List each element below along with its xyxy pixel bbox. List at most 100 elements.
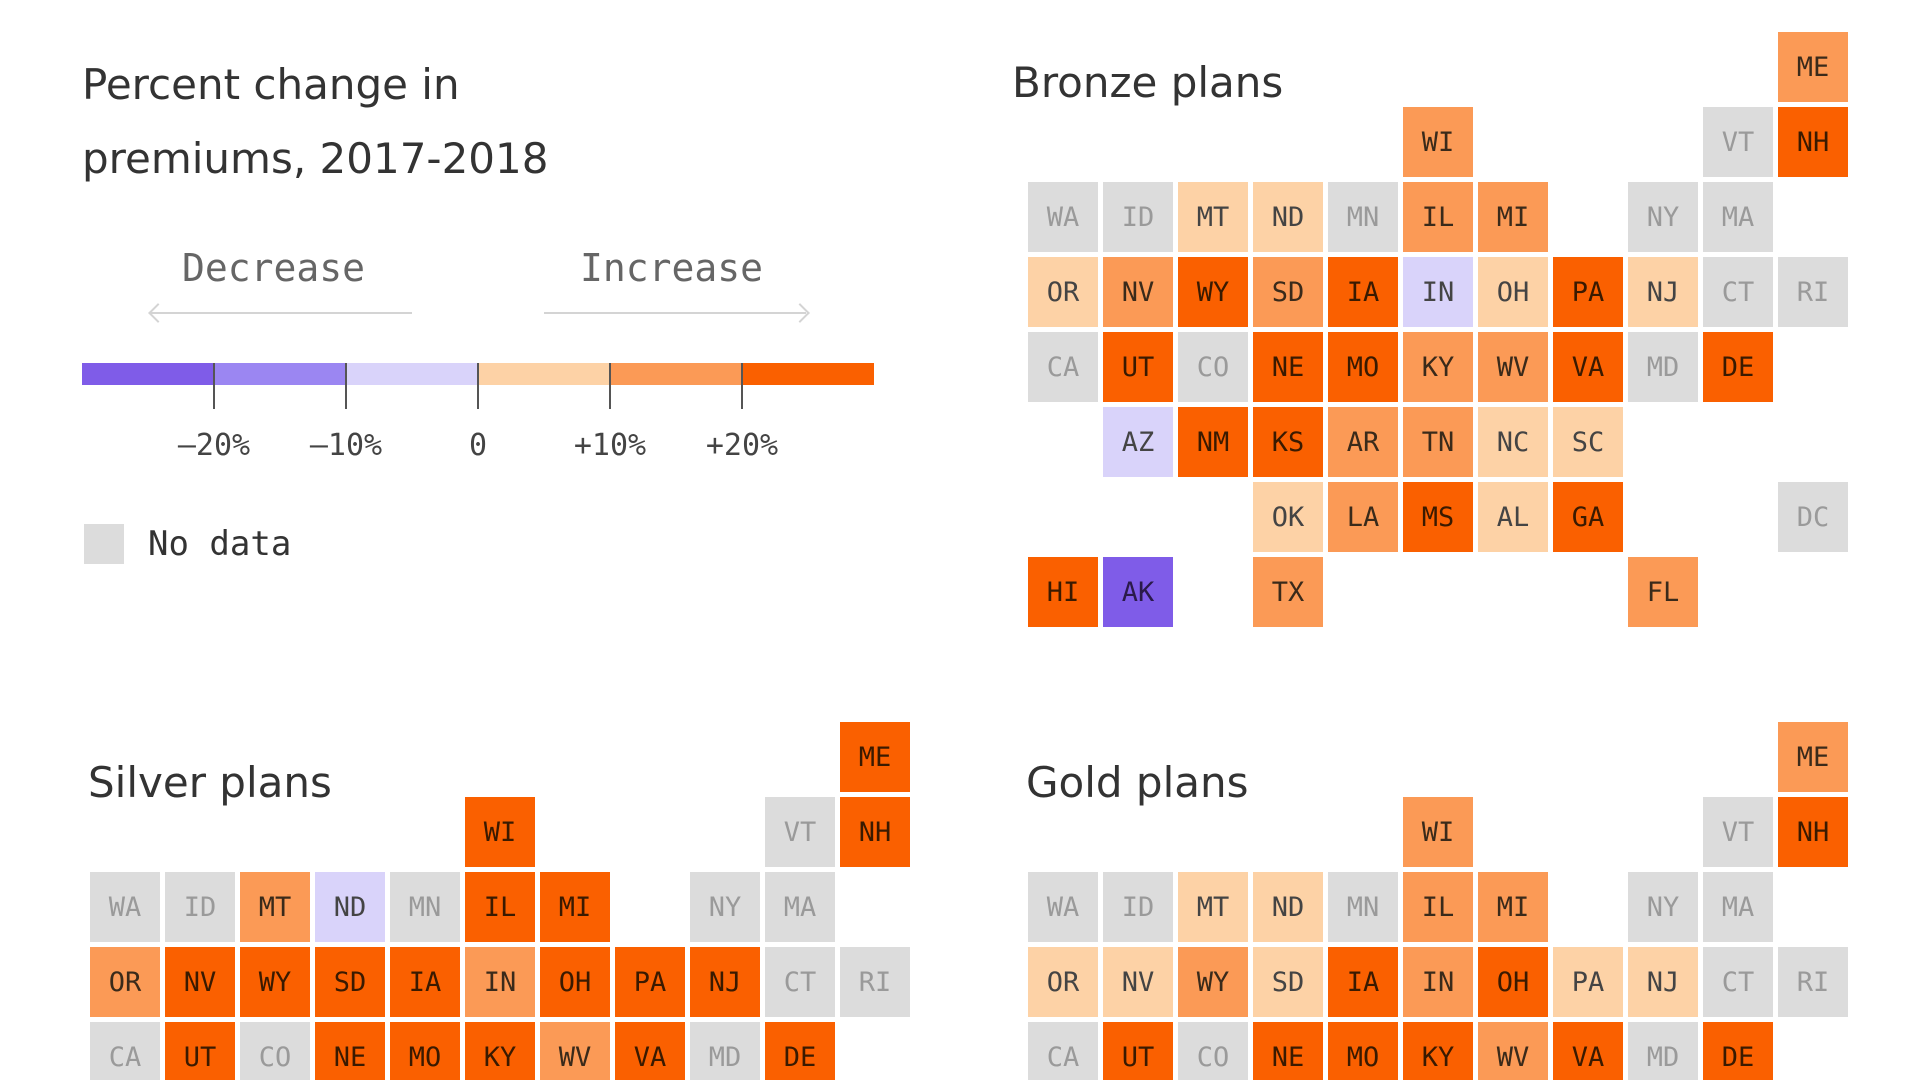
decrease-arrow-head-icon: [148, 303, 168, 323]
state-tile-in: IN: [1403, 947, 1473, 1017]
state-tile-me: ME: [1778, 32, 1848, 102]
bronze-plans-map: ME WI VT NH WA ID MT ND MN IL MI NY MA OR NV WY SD IA IN OH…: [1028, 32, 1848, 632]
state-tile-me: ME: [840, 722, 910, 792]
legend-increase-label: Increase: [580, 246, 764, 290]
state-tile-ok: OK: [1253, 482, 1323, 552]
state-tile-ma: MA: [765, 872, 835, 942]
gold-plans-map: ME WI VT NH WA ID MT ND MN IL MI NY MA OR NV WY SD IA IN OH…: [1028, 722, 1848, 1080]
no-data-swatch: [84, 524, 124, 564]
state-tile-ia: IA: [390, 947, 460, 1017]
legend-tick: [609, 363, 611, 409]
state-tile-wv: WV: [540, 1022, 610, 1080]
state-tile-ne: NE: [315, 1022, 385, 1080]
state-tile-nj: NJ: [1628, 257, 1698, 327]
legend-bin-0: [82, 363, 214, 385]
state-tile-wy: WY: [1178, 947, 1248, 1017]
state-tile-nc: NC: [1478, 407, 1548, 477]
legend-tick: [213, 363, 215, 409]
state-tile-vt: VT: [765, 797, 835, 867]
state-tile-ct: CT: [765, 947, 835, 1017]
state-tile-de: DE: [1703, 1022, 1773, 1080]
state-tile-ca: CA: [1028, 1022, 1098, 1080]
state-tile-nd: ND: [315, 872, 385, 942]
state-tile-ny: NY: [1628, 182, 1698, 252]
state-tile-nh: NH: [1778, 107, 1848, 177]
state-tile-wa: WA: [1028, 182, 1098, 252]
state-tile-ut: UT: [1103, 1022, 1173, 1080]
legend-bin-2: [346, 363, 478, 385]
state-tile-nj: NJ: [1628, 947, 1698, 1017]
legend-decrease-label: Decrease: [182, 246, 366, 290]
state-tile-pa: PA: [1553, 947, 1623, 1017]
silver-map-title: Silver plans: [88, 758, 332, 807]
state-tile-ia: IA: [1328, 947, 1398, 1017]
legend-tick: [477, 363, 479, 409]
state-tile-ct: CT: [1703, 947, 1773, 1017]
state-tile-de: DE: [765, 1022, 835, 1080]
state-tile-mo: MO: [1328, 1022, 1398, 1080]
state-tile-mt: MT: [240, 872, 310, 942]
legend-tick-label: 0: [468, 428, 488, 463]
state-tile-al: AL: [1478, 482, 1548, 552]
state-tile-vt: VT: [1703, 107, 1773, 177]
state-tile-in: IN: [465, 947, 535, 1017]
state-tile-il: IL: [1403, 182, 1473, 252]
state-tile-nd: ND: [1253, 872, 1323, 942]
legend-tick-label: –20%: [177, 428, 251, 463]
state-tile-wa: WA: [90, 872, 160, 942]
state-tile-id: ID: [1103, 182, 1173, 252]
state-tile-nj: NJ: [690, 947, 760, 1017]
state-tile-ma: MA: [1703, 182, 1773, 252]
state-tile-il: IL: [465, 872, 535, 942]
state-tile-hi: HI: [1028, 557, 1098, 627]
legend-bin-3: [478, 363, 610, 385]
state-tile-oh: OH: [540, 947, 610, 1017]
state-tile-co: CO: [1178, 1022, 1248, 1080]
state-tile-nh: NH: [840, 797, 910, 867]
state-tile-wi: WI: [1403, 107, 1473, 177]
state-tile-co: CO: [240, 1022, 310, 1080]
legend-bin-1: [214, 363, 346, 385]
state-tile-nv: NV: [1103, 947, 1173, 1017]
legend-bin-5: [742, 363, 874, 385]
state-tile-nm: NM: [1178, 407, 1248, 477]
state-tile-md: MD: [1628, 1022, 1698, 1080]
state-tile-ne: NE: [1253, 332, 1323, 402]
silver-plans-map: ME WI VT NH WA ID MT ND MN IL MI NY MA OR NV WY SD IA IN OH…: [90, 722, 910, 1080]
state-tile-fl: FL: [1628, 557, 1698, 627]
state-tile-oh: OH: [1478, 947, 1548, 1017]
state-tile-mt: MT: [1178, 872, 1248, 942]
state-tile-ri: RI: [1778, 257, 1848, 327]
state-tile-mi: MI: [540, 872, 610, 942]
state-tile-ca: CA: [90, 1022, 160, 1080]
state-tile-mo: MO: [390, 1022, 460, 1080]
state-tile-nv: NV: [165, 947, 235, 1017]
state-tile-sd: SD: [315, 947, 385, 1017]
state-tile-ky: KY: [465, 1022, 535, 1080]
state-tile-oh: OH: [1478, 257, 1548, 327]
state-tile-nv: NV: [1103, 257, 1173, 327]
state-tile-mt: MT: [1178, 182, 1248, 252]
state-tile-ky: KY: [1403, 332, 1473, 402]
state-tile-wi: WI: [1403, 797, 1473, 867]
state-tile-ma: MA: [1703, 872, 1773, 942]
state-tile-tn: TN: [1403, 407, 1473, 477]
state-tile-sc: SC: [1553, 407, 1623, 477]
state-tile-mi: MI: [1478, 872, 1548, 942]
state-tile-or: OR: [1028, 257, 1098, 327]
state-tile-co: CO: [1178, 332, 1248, 402]
state-tile-wy: WY: [240, 947, 310, 1017]
state-tile-or: OR: [90, 947, 160, 1017]
state-tile-wv: WV: [1478, 1022, 1548, 1080]
increase-arrow: [544, 312, 806, 314]
state-tile-mn: MN: [1328, 182, 1398, 252]
state-tile-ms: MS: [1403, 482, 1473, 552]
state-tile-ga: GA: [1553, 482, 1623, 552]
state-tile-nd: ND: [1253, 182, 1323, 252]
legend-tick: [741, 363, 743, 409]
state-tile-wa: WA: [1028, 872, 1098, 942]
state-tile-ak: AK: [1103, 557, 1173, 627]
state-tile-ca: CA: [1028, 332, 1098, 402]
state-tile-ut: UT: [1103, 332, 1173, 402]
state-tile-ky: KY: [1403, 1022, 1473, 1080]
